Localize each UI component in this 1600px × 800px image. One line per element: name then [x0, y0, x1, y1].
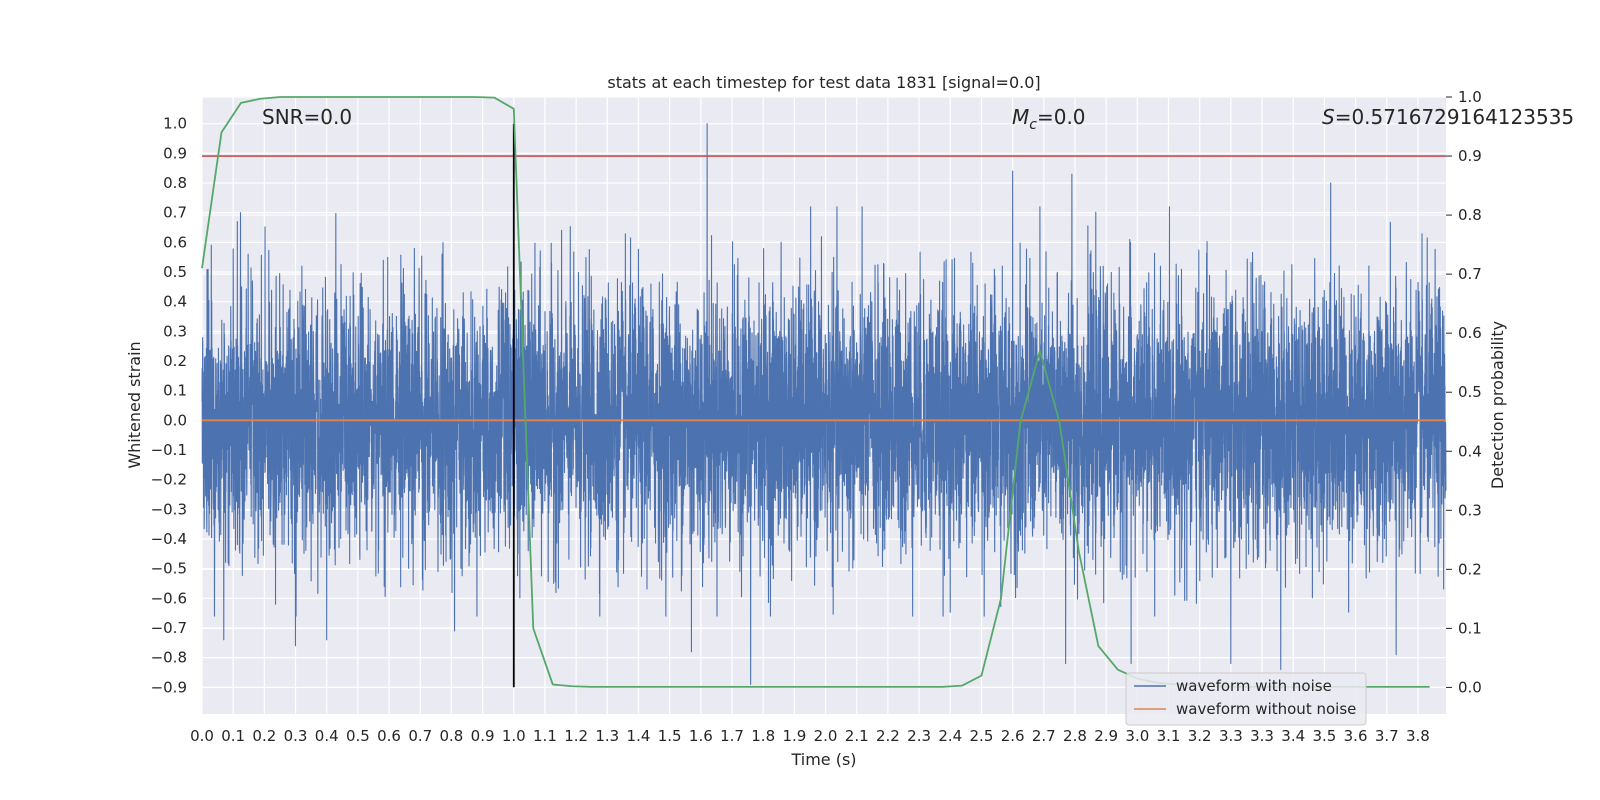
x-tick-label: 1.3: [595, 727, 619, 745]
x-tick-label: 1.9: [782, 727, 806, 745]
x-tick-label: 2.8: [1063, 727, 1087, 745]
chirp-mass-annotation: Mc=0.0: [1012, 105, 1086, 133]
x-tick-label: 0.4: [315, 727, 339, 745]
x-axis-ticks: 0.0 0.1 0.2 0.3 0.4 0.5 0.6 0.7 0.8 0.9 1.0 1.1 1.2 1…: [190, 727, 1430, 745]
x-tick-label: 2.5: [970, 727, 994, 745]
x-tick-label: 1.5: [658, 727, 682, 745]
x-tick-label: 1.6: [689, 727, 713, 745]
x-tick-label: 2.2: [876, 727, 900, 745]
x-tick-label: 3.1: [1157, 727, 1181, 745]
x-tick-label: 1.4: [627, 727, 651, 745]
y-tick-label: 0.7: [163, 204, 187, 222]
x-tick-label: 0.7: [408, 727, 432, 745]
chirp-mass-value: =0.0: [1037, 105, 1086, 129]
y2-tick-label: 0.3: [1458, 501, 1482, 519]
score-symbol: S: [1322, 105, 1335, 129]
x-tick-label: 0.8: [439, 727, 463, 745]
x-tick-label: 3.3: [1219, 727, 1243, 745]
x-tick-label: 0.2: [252, 727, 276, 745]
waveform-with-noise-series: [201, 123, 1447, 685]
x-tick-label: 0.9: [471, 727, 495, 745]
y-tick-label: −0.1: [151, 441, 187, 459]
x-tick-label: 3.8: [1406, 727, 1430, 745]
x-tick-label: 0.0: [190, 727, 214, 745]
y-tick-label: 0.8: [163, 174, 187, 192]
x-tick-label: 0.1: [221, 727, 245, 745]
x-axis-label: Time (s): [790, 750, 856, 769]
legend-label-clean: waveform without noise: [1176, 700, 1356, 718]
y2-tick-label: 0.8: [1458, 206, 1482, 224]
y-tick-label: 0.3: [163, 322, 187, 340]
legend-label-noise: waveform with noise: [1176, 677, 1332, 695]
y-tick-label: 0.4: [163, 293, 187, 311]
y-axis-label: Whitened strain: [125, 341, 144, 468]
chirp-mass-symbol: M: [1012, 105, 1029, 129]
y-tick-label: −0.9: [151, 678, 187, 696]
y-tick-label: −0.4: [151, 530, 187, 548]
y-tick-label: −0.7: [151, 619, 187, 637]
y-axis-ticks: 1.0 0.9 0.8 0.7 0.6 0.5 0.4 0.3 0.2 0.1 0.0 −0.1 −0.…: [151, 115, 187, 697]
x-tick-label: 1.0: [502, 727, 526, 745]
x-tick-label: 2.9: [1094, 727, 1118, 745]
x-tick-label: 0.5: [346, 727, 370, 745]
y2-tick-label: 0.0: [1458, 678, 1482, 696]
y2-axis-ticks: 1.0 0.9 0.8 0.7 0.6 0.5 0.4 0.3 0.2 0.1 0.0: [1446, 88, 1482, 696]
chirp-mass-subscript: c: [1029, 117, 1037, 133]
x-tick-label: 3.4: [1281, 727, 1305, 745]
y-tick-label: 0.2: [163, 352, 187, 370]
y2-tick-label: 0.7: [1458, 265, 1482, 283]
snr-annotation: SNR=0.0: [262, 105, 352, 129]
y2-tick-label: 0.1: [1458, 619, 1482, 637]
x-tick-label: 3.3: [1250, 727, 1274, 745]
x-tick-label: 0.6: [377, 727, 401, 745]
y2-axis-label: Detection probability: [1488, 321, 1507, 489]
y-tick-label: 0.0: [163, 411, 187, 429]
y-tick-label: −0.6: [151, 589, 187, 607]
x-tick-label: 1.1: [533, 727, 557, 745]
x-tick-label: 2.6: [1001, 727, 1025, 745]
x-tick-label: 2.4: [938, 727, 962, 745]
y2-tick-label: 0.9: [1458, 147, 1482, 165]
x-tick-label: 1.2: [564, 727, 588, 745]
y-tick-label: 0.1: [163, 382, 187, 400]
y-tick-label: −0.5: [151, 560, 187, 578]
x-tick-label: 0.3: [284, 727, 308, 745]
legend: waveform with noise waveform without noi…: [1125, 672, 1367, 726]
x-tick-label: 2.7: [1032, 727, 1056, 745]
y2-tick-label: 0.6: [1458, 324, 1482, 342]
x-tick-label: 2.3: [907, 727, 931, 745]
y-tick-label: 0.6: [163, 233, 187, 251]
x-tick-label: 1.8: [751, 727, 775, 745]
y-tick-label: −0.2: [151, 471, 187, 489]
y-tick-label: −0.8: [151, 649, 187, 667]
x-tick-label: 2.1: [845, 727, 869, 745]
waveform-with-noise-line: [201, 123, 1447, 685]
chart-title: stats at each timestep for test data 183…: [607, 73, 1040, 92]
y-tick-label: 1.0: [163, 115, 187, 133]
x-tick-label: 1.7: [720, 727, 744, 745]
y2-tick-label: 0.5: [1458, 383, 1482, 401]
x-tick-label: 3.2: [1188, 727, 1212, 745]
y-tick-label: −0.3: [151, 500, 187, 518]
y2-tick-label: 0.4: [1458, 442, 1482, 460]
x-tick-label: 3.6: [1344, 727, 1368, 745]
y-tick-label: 0.5: [163, 263, 187, 281]
x-tick-label: 2.0: [814, 727, 838, 745]
x-tick-label: 3.5: [1312, 727, 1336, 745]
y2-tick-label: 0.2: [1458, 560, 1482, 578]
y2-tick-label: 1.0: [1458, 88, 1482, 106]
score-annotation: S=0.5716729164123535: [1322, 105, 1574, 129]
score-value: =0.5716729164123535: [1335, 105, 1574, 129]
x-tick-label: 3.0: [1125, 727, 1149, 745]
y-tick-label: 0.9: [163, 144, 187, 162]
legend-box: [1125, 672, 1367, 726]
x-tick-label: 3.7: [1375, 727, 1399, 745]
